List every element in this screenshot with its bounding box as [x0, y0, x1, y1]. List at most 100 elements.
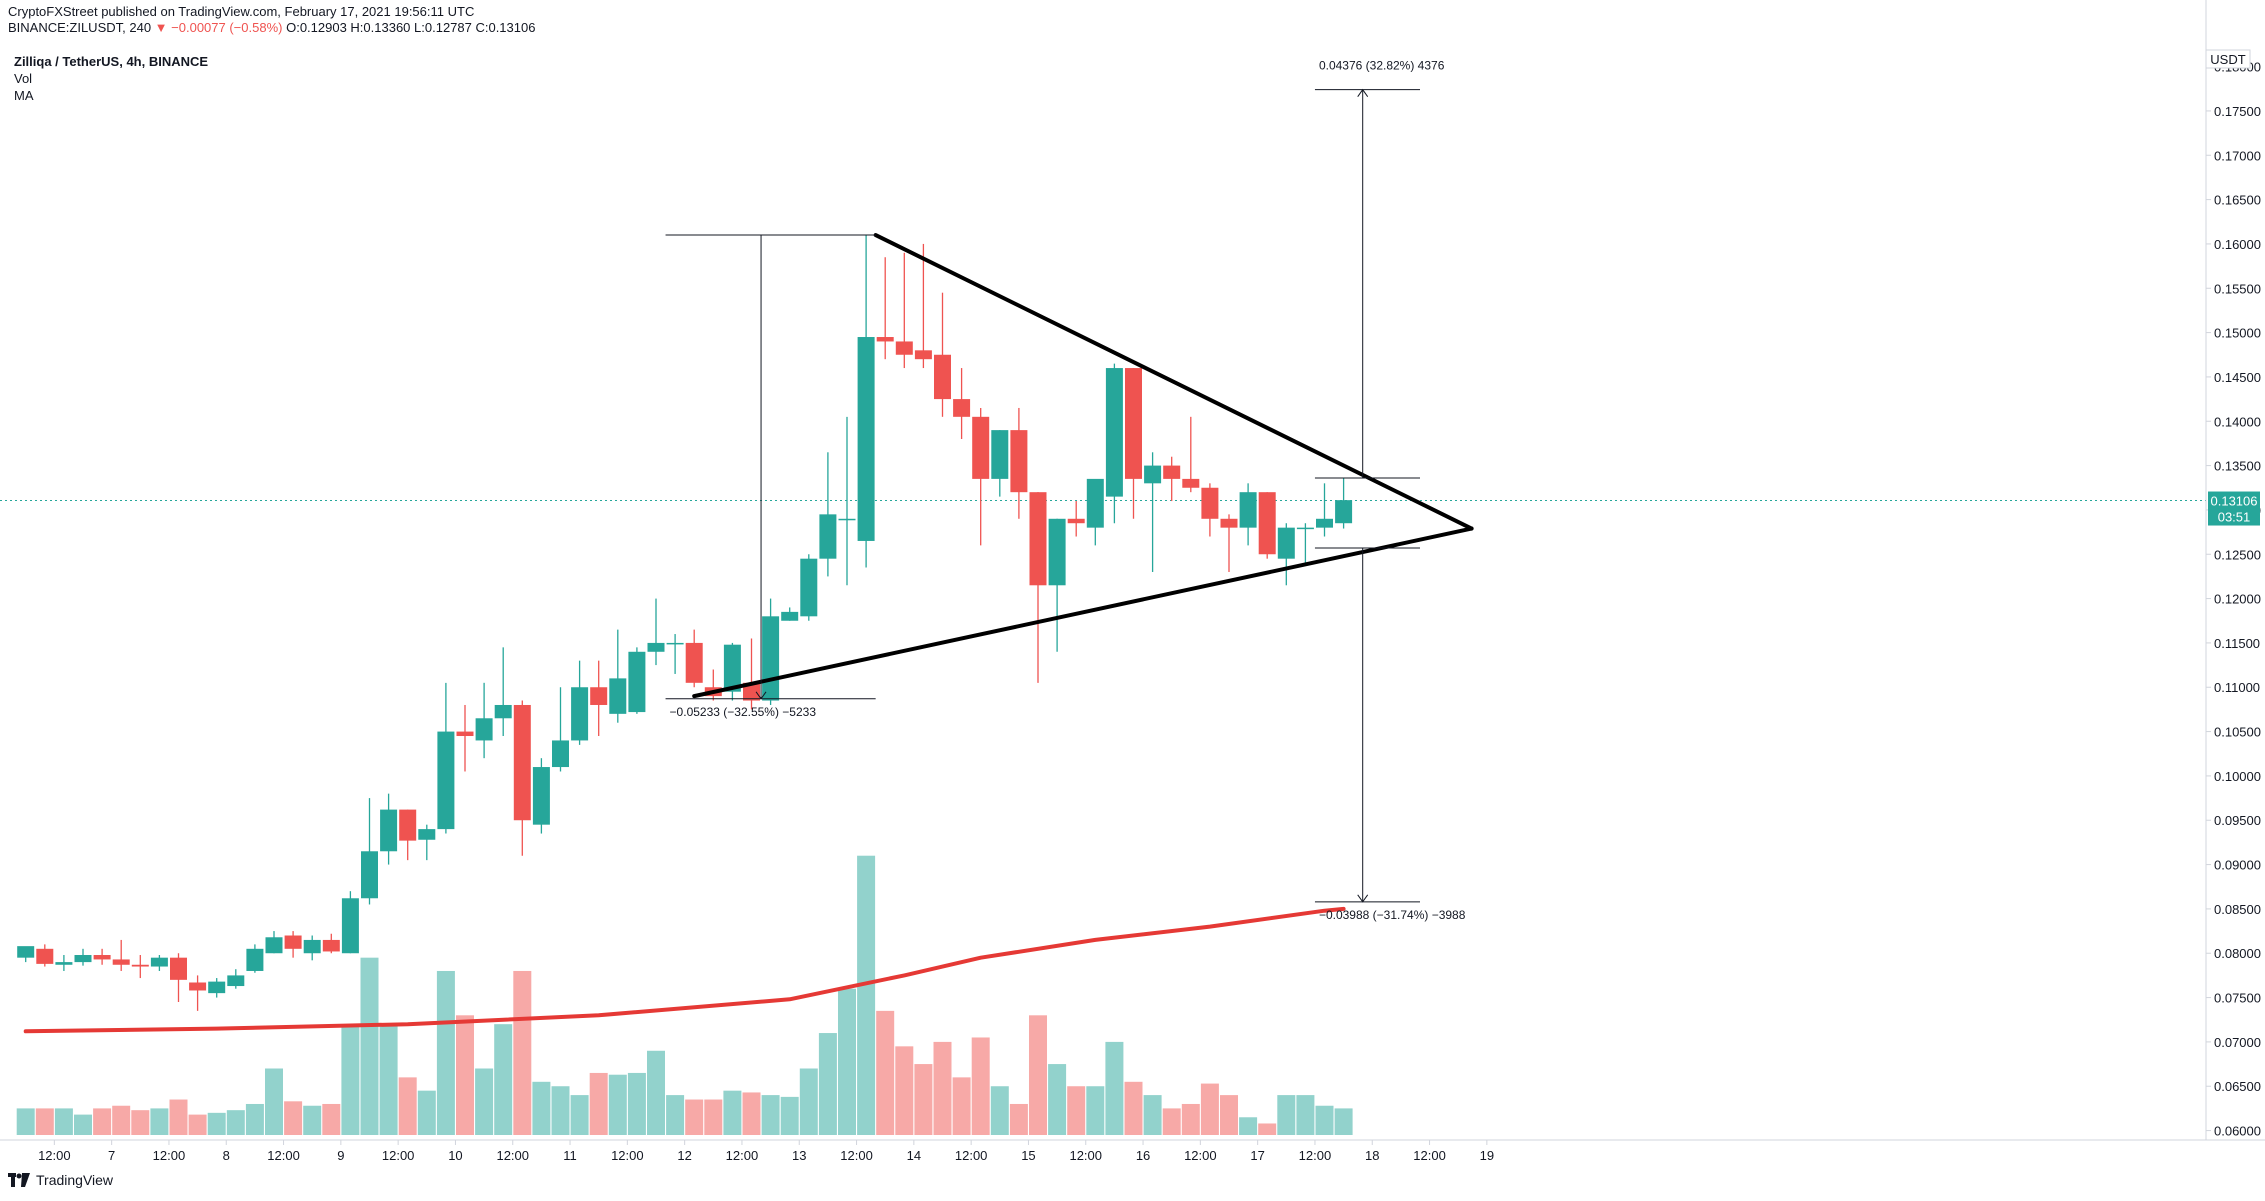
candle-body	[112, 959, 130, 965]
measure-arrow-icon	[1357, 88, 1369, 97]
price-tick-label: 0.17500	[2214, 104, 2261, 119]
candle-body	[1220, 518, 1238, 528]
candle-body	[895, 341, 913, 355]
tradingview-brand[interactable]: TradingView	[8, 1168, 113, 1192]
volume-bar	[74, 1114, 92, 1135]
candle-body	[666, 642, 684, 645]
time-tick-label: 12:00	[496, 1148, 529, 1163]
volume-bar	[1067, 1086, 1086, 1135]
measure-label: 0.04376 (32.82%) 4376	[1319, 59, 1445, 73]
volume-bar	[436, 970, 455, 1135]
candle-body	[609, 678, 627, 714]
time-tick-label: 7	[108, 1148, 115, 1163]
volume-bar	[112, 1105, 131, 1135]
candle-body	[571, 687, 589, 741]
volume-bar	[1105, 1041, 1124, 1135]
volume-bar	[1009, 1103, 1028, 1135]
candle-body	[914, 350, 932, 360]
time-tick-label: 8	[223, 1148, 230, 1163]
candle-body	[1277, 527, 1295, 559]
time-tick-label: 12:00	[1184, 1148, 1217, 1163]
price-tick-label: 0.14500	[2214, 370, 2261, 385]
candle-body	[303, 939, 321, 954]
candle-body	[1258, 492, 1276, 555]
time-tick-label: 13	[792, 1148, 806, 1163]
candle-body	[1029, 492, 1047, 586]
price-tick-label: 0.15500	[2214, 281, 2261, 296]
legend-ma[interactable]: MA	[14, 88, 34, 103]
time-tick-label: 14	[907, 1148, 921, 1163]
candle-body	[17, 946, 35, 958]
volume-bar	[780, 1096, 799, 1135]
legend-vol[interactable]: Vol	[14, 71, 33, 86]
volume-bar	[1258, 1123, 1277, 1135]
time-tick-label: 12:00	[267, 1148, 300, 1163]
candle-body	[590, 687, 608, 705]
volume-bar	[1181, 1103, 1200, 1135]
candle-body	[647, 642, 665, 652]
volume-bar	[1048, 1064, 1067, 1135]
time-tick-label: 12:00	[38, 1148, 71, 1163]
volume-bar	[226, 1110, 245, 1135]
candle-body	[93, 955, 111, 960]
candle-body	[1067, 518, 1085, 524]
last-price-tag: 0.13106 03:51	[2208, 491, 2260, 526]
candle-body	[1296, 527, 1314, 530]
volume-bar	[341, 1024, 360, 1135]
candle-body	[781, 611, 799, 621]
price-tick-label: 0.06000	[2214, 1124, 2261, 1139]
time-tick-label: 10	[448, 1148, 462, 1163]
time-tick-label: 12	[677, 1148, 691, 1163]
candle-body	[74, 955, 92, 963]
candle-body	[1086, 478, 1104, 528]
volume-bar	[16, 1108, 35, 1135]
price-axis[interactable]: 0.06000 0.06500 0.07000 0.07500 0.08000 0.085…	[2206, 60, 2261, 1139]
triangle-upper-line	[873, 233, 1474, 531]
candle-body	[972, 416, 990, 479]
volume-bar	[551, 1086, 570, 1135]
time-tick-label: 12:00	[726, 1148, 759, 1163]
last-price-value: 0.13106	[2211, 494, 2258, 509]
candle-body	[1201, 487, 1219, 519]
candle-body	[36, 948, 54, 964]
volume-bars	[16, 855, 1353, 1135]
legend-title[interactable]: Zilliqa / TetherUS, 4h, BINANCE	[14, 54, 209, 69]
time-axis[interactable]: 12:00 7 12:00 8 12:00 9 12:00 10 12:00 11 12:00 12 1…	[38, 1140, 1494, 1163]
volume-bar	[704, 1099, 723, 1135]
candle-body	[1048, 518, 1066, 586]
candle-body	[1335, 500, 1353, 524]
price-tick-label: 0.17000	[2214, 148, 2261, 163]
price-tick-label: 0.13500	[2214, 459, 2261, 474]
candle-body	[857, 337, 875, 541]
candle-body	[131, 964, 149, 967]
currency-label: USDT	[2205, 49, 2251, 69]
volume-bar	[818, 1033, 837, 1135]
time-tick-label: 12:00	[955, 1148, 988, 1163]
volume-bar	[1162, 1108, 1181, 1135]
triangle-pattern	[692, 233, 1474, 699]
moving-average	[23, 906, 1346, 1034]
volume-bar	[723, 1090, 742, 1135]
time-tick-label: 15	[1021, 1148, 1035, 1163]
volume-bar	[532, 1081, 551, 1135]
volume-bar	[838, 988, 856, 1135]
time-tick-label: 12:00	[840, 1148, 873, 1163]
volume-bar	[398, 1077, 417, 1135]
volume-bar	[322, 1103, 341, 1135]
volume-bar	[647, 1050, 665, 1135]
publisher-text: CryptoFXStreet published on TradingView.…	[8, 4, 475, 19]
measure-label: −0.05233 (−32.55%) −5233	[670, 705, 817, 719]
price-tick-label: 0.11500	[2214, 636, 2260, 651]
brand-name: TradingView	[36, 1172, 114, 1188]
measure-arrow-icon	[755, 691, 767, 700]
candle-body	[437, 731, 455, 830]
volume-bar	[93, 1108, 112, 1135]
volume-bar	[54, 1108, 73, 1135]
candle-body	[1010, 430, 1028, 493]
candle-body	[743, 682, 760, 701]
volume-bar	[1334, 1108, 1353, 1135]
price-tick-label: 0.12500	[2214, 547, 2261, 562]
volume-bar	[1124, 1081, 1143, 1135]
price-change: ▼ −0.00077 (−0.58%)	[154, 20, 283, 35]
